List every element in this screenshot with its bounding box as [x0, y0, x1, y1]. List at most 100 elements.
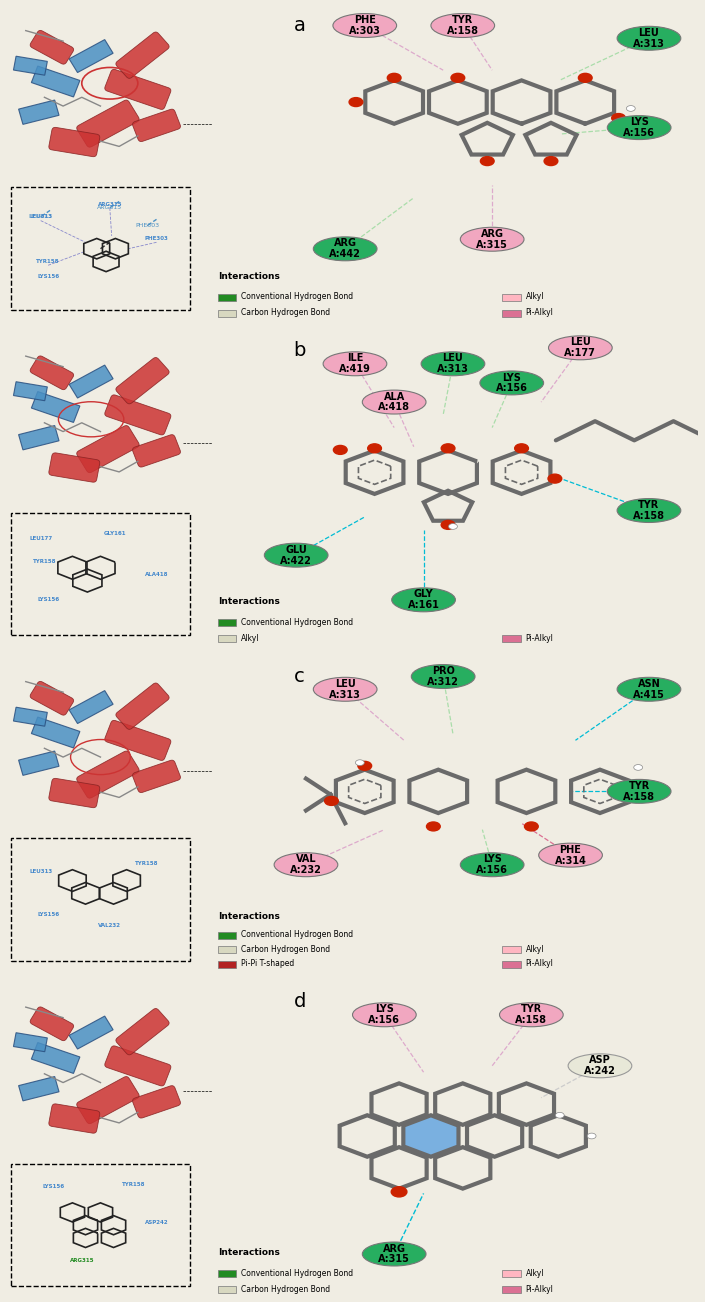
Text: ALA418: ALA418 — [145, 572, 168, 577]
Ellipse shape — [568, 1053, 632, 1078]
FancyBboxPatch shape — [30, 355, 73, 389]
Ellipse shape — [460, 853, 524, 876]
Circle shape — [451, 73, 465, 82]
Text: TYR
A:158: TYR A:158 — [623, 781, 655, 802]
Ellipse shape — [362, 391, 426, 414]
Text: Pi-Pi T-shaped: Pi-Pi T-shaped — [241, 960, 295, 969]
Ellipse shape — [607, 116, 671, 139]
Text: LEU313: LEU313 — [29, 215, 52, 219]
Ellipse shape — [362, 1242, 426, 1266]
Text: Pi-Alkyl: Pi-Alkyl — [525, 960, 553, 969]
Ellipse shape — [274, 853, 338, 876]
Text: ARG315: ARG315 — [70, 1259, 94, 1263]
Text: Pi-Alkyl: Pi-Alkyl — [525, 309, 553, 318]
FancyBboxPatch shape — [13, 381, 47, 401]
Text: LYS
A:156: LYS A:156 — [369, 1004, 400, 1025]
Text: GLY161: GLY161 — [104, 531, 127, 536]
Text: TYR158: TYR158 — [123, 1182, 146, 1187]
Ellipse shape — [323, 352, 387, 376]
Circle shape — [368, 444, 381, 453]
FancyBboxPatch shape — [69, 39, 113, 73]
FancyBboxPatch shape — [30, 30, 73, 64]
Text: LEU313: LEU313 — [29, 870, 52, 874]
FancyBboxPatch shape — [133, 760, 180, 793]
FancyBboxPatch shape — [502, 947, 520, 953]
Circle shape — [627, 786, 640, 796]
FancyBboxPatch shape — [30, 1006, 73, 1040]
Text: Conventional Hydrogen Bond: Conventional Hydrogen Bond — [241, 292, 353, 301]
Ellipse shape — [352, 1003, 416, 1027]
FancyBboxPatch shape — [18, 426, 59, 450]
Text: LEU177: LEU177 — [29, 536, 52, 540]
Text: Interactions: Interactions — [218, 911, 280, 921]
FancyBboxPatch shape — [502, 294, 520, 301]
FancyBboxPatch shape — [69, 690, 113, 724]
Text: ARG315: ARG315 — [97, 202, 122, 207]
Text: PHE303: PHE303 — [145, 236, 168, 241]
FancyBboxPatch shape — [105, 69, 171, 109]
FancyBboxPatch shape — [49, 453, 100, 482]
Text: GLU
A:422: GLU A:422 — [280, 544, 312, 565]
Circle shape — [441, 521, 455, 530]
FancyBboxPatch shape — [18, 751, 59, 776]
Text: Alkyl: Alkyl — [241, 634, 260, 643]
Text: LYS
A:156: LYS A:156 — [476, 854, 508, 875]
FancyBboxPatch shape — [133, 435, 180, 467]
Circle shape — [355, 760, 364, 766]
Text: c: c — [294, 667, 305, 686]
FancyBboxPatch shape — [218, 1286, 236, 1293]
FancyBboxPatch shape — [105, 1046, 171, 1086]
Text: ALA
A:418: ALA A:418 — [378, 392, 410, 413]
Text: TYR
A:158: TYR A:158 — [633, 500, 665, 521]
Circle shape — [612, 113, 625, 122]
Text: Pi-Alkyl: Pi-Alkyl — [525, 634, 553, 643]
Circle shape — [324, 797, 338, 806]
Text: VAL
A:232: VAL A:232 — [290, 854, 322, 875]
Circle shape — [548, 474, 562, 483]
Polygon shape — [403, 1116, 458, 1156]
Text: d: d — [294, 992, 306, 1012]
Text: LEU313: LEU313 — [29, 215, 53, 219]
Circle shape — [634, 764, 642, 771]
Text: PHE303: PHE303 — [135, 223, 159, 228]
Text: Conventional Hydrogen Bond: Conventional Hydrogen Bond — [241, 1268, 353, 1277]
Ellipse shape — [500, 1003, 563, 1027]
FancyBboxPatch shape — [133, 1086, 180, 1118]
FancyBboxPatch shape — [116, 1009, 169, 1055]
FancyBboxPatch shape — [116, 358, 169, 404]
Text: a: a — [294, 16, 305, 35]
FancyBboxPatch shape — [218, 1271, 236, 1277]
Text: LYS
A:156: LYS A:156 — [623, 117, 655, 138]
Text: Alkyl: Alkyl — [525, 1268, 544, 1277]
FancyBboxPatch shape — [116, 684, 169, 729]
FancyBboxPatch shape — [502, 961, 520, 967]
Text: LYS
A:156: LYS A:156 — [496, 372, 528, 393]
Text: ASP
A:242: ASP A:242 — [584, 1056, 616, 1077]
Text: PRO
A:312: PRO A:312 — [427, 667, 459, 687]
Text: LEU
A:313: LEU A:313 — [329, 678, 361, 699]
FancyBboxPatch shape — [13, 1032, 47, 1052]
Ellipse shape — [313, 677, 377, 702]
FancyBboxPatch shape — [18, 100, 59, 125]
FancyBboxPatch shape — [30, 681, 73, 715]
Circle shape — [349, 98, 363, 107]
Text: Carbon Hydrogen Bond: Carbon Hydrogen Bond — [241, 945, 331, 954]
Circle shape — [427, 822, 440, 831]
Circle shape — [333, 445, 347, 454]
FancyBboxPatch shape — [502, 635, 520, 642]
FancyBboxPatch shape — [218, 961, 236, 967]
FancyBboxPatch shape — [502, 310, 520, 316]
Text: TYR
A:158: TYR A:158 — [515, 1004, 547, 1025]
Ellipse shape — [539, 844, 602, 867]
Circle shape — [387, 73, 401, 82]
Text: Conventional Hydrogen Bond: Conventional Hydrogen Bond — [241, 931, 353, 940]
FancyBboxPatch shape — [105, 720, 171, 760]
Text: TYR
A:158: TYR A:158 — [447, 16, 479, 36]
FancyBboxPatch shape — [31, 392, 80, 422]
Text: LYS156: LYS156 — [37, 598, 59, 603]
FancyBboxPatch shape — [105, 395, 171, 435]
Ellipse shape — [411, 664, 475, 689]
FancyBboxPatch shape — [31, 1043, 80, 1073]
FancyBboxPatch shape — [116, 33, 169, 78]
FancyBboxPatch shape — [18, 1077, 59, 1101]
